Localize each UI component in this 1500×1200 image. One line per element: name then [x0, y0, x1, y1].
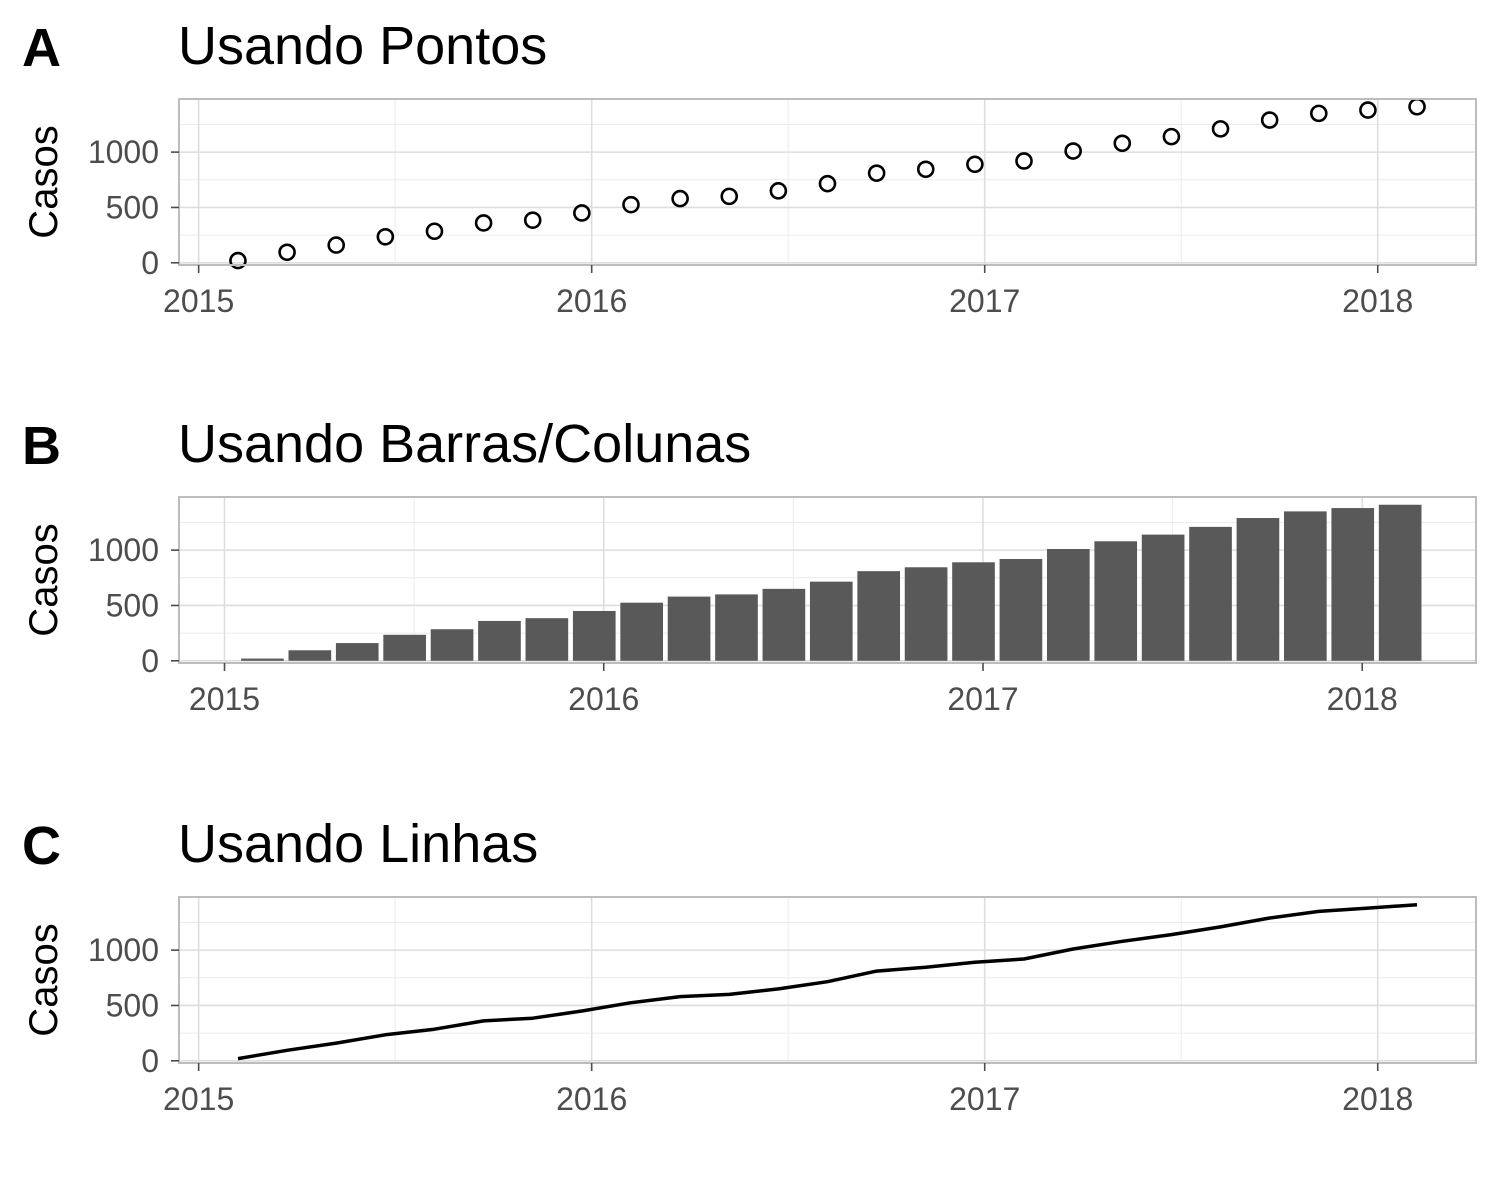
- chart-a: A Usando Pontos Casos 0 500 1000 2015 2016 20…: [22, 16, 1477, 319]
- data-point: [671, 189, 689, 208]
- bar: [241, 658, 284, 661]
- data-point: [327, 236, 346, 254]
- series-line: [237, 902, 1418, 1061]
- panel-tag: B: [22, 416, 61, 476]
- plot-area: 0 500 1000 2015 2016 2017 2018: [88, 97, 1477, 319]
- x-tick-label: 2016: [568, 681, 639, 717]
- y-tick-label: 0: [141, 1043, 159, 1079]
- bar: [1284, 511, 1327, 661]
- bar: [288, 650, 332, 661]
- data-point: [1113, 134, 1132, 153]
- panel-tag: C: [22, 816, 61, 876]
- data-point: [769, 182, 788, 200]
- bar: [667, 596, 711, 661]
- x-tick-label: 2015: [163, 1081, 234, 1117]
- bar: [620, 602, 664, 661]
- bar: [525, 618, 569, 661]
- y-axis-label: Casos: [22, 923, 66, 1036]
- data-point: [229, 251, 247, 270]
- y-tick-label: 500: [106, 987, 159, 1023]
- y-tick-label: 1000: [88, 532, 159, 568]
- data-point: [720, 187, 739, 206]
- bar: [952, 562, 995, 661]
- x-tick-label: 2015: [189, 681, 260, 717]
- plot-area: 0 500 1000 2015 2016 2017 2018: [88, 896, 1477, 1117]
- plot-frame: [178, 98, 1477, 266]
- data-point: [916, 160, 935, 179]
- bar: [1094, 541, 1138, 661]
- plot-frame: [178, 896, 1477, 1064]
- data-point: [1211, 120, 1230, 138]
- x-tick-label: 2018: [1342, 1081, 1413, 1117]
- chart-title: Usando Barras/Colunas: [178, 414, 751, 474]
- data-point: [966, 155, 984, 174]
- panel-b: B Usando Barras/Colunas Casos 0 500 1000 20…: [0, 398, 1500, 798]
- data-point: [867, 164, 886, 182]
- bar: [478, 620, 521, 661]
- bar: [904, 567, 948, 661]
- y-axis-label: Casos: [22, 125, 66, 238]
- bar: [1046, 549, 1090, 661]
- chart-title: Usando Pontos: [178, 16, 547, 76]
- chart-title: Usando Linhas: [178, 814, 538, 874]
- x-tick-label: 2017: [949, 1081, 1020, 1117]
- y-axis-label: Casos: [22, 523, 66, 636]
- chart-b: B Usando Barras/Colunas Casos 0 500 1000 20…: [22, 414, 1477, 717]
- data-point: [1359, 101, 1377, 119]
- y-tick-label: 500: [106, 587, 159, 623]
- bar: [335, 643, 379, 661]
- bar: [383, 634, 426, 661]
- y-tick-label: 1000: [88, 932, 159, 968]
- bar: [1331, 508, 1375, 661]
- bar: [809, 581, 853, 661]
- bar: [715, 594, 758, 661]
- x-tick-label: 2017: [949, 283, 1020, 319]
- panel-a: A Usando Pontos Casos 0 500 1000 2015 2016 20…: [0, 0, 1500, 400]
- data-point: [1260, 111, 1279, 129]
- chart-c: C Usando Linhas Casos 0 500 1000 2015 2016 20…: [22, 814, 1477, 1117]
- data-point: [573, 204, 591, 222]
- y-tick-label: 0: [141, 643, 159, 679]
- bar: [430, 629, 474, 661]
- bar: [857, 571, 901, 661]
- data-point: [474, 214, 493, 232]
- data-point: [818, 174, 837, 193]
- data-point: [1408, 97, 1426, 116]
- panel-tag: A: [22, 18, 61, 78]
- data-point: [1309, 104, 1328, 123]
- bar: [999, 558, 1043, 661]
- plot-frame: [178, 496, 1477, 664]
- bar: [762, 588, 806, 661]
- y-tick-label: 1000: [88, 134, 159, 170]
- data-point: [278, 243, 296, 262]
- data-point: [523, 211, 542, 229]
- data-point: [425, 222, 444, 241]
- bar: [1378, 504, 1422, 661]
- data-point: [1015, 152, 1033, 170]
- data-point: [376, 227, 395, 246]
- x-tick-label: 2017: [947, 681, 1018, 717]
- data-point: [1064, 142, 1082, 160]
- x-tick-label: 2016: [556, 283, 627, 319]
- x-tick-label: 2018: [1327, 681, 1398, 717]
- y-tick-label: 500: [106, 189, 159, 225]
- bar: [1189, 526, 1232, 661]
- data-point: [1162, 127, 1181, 146]
- bar: [572, 610, 616, 661]
- data-point: [622, 195, 640, 214]
- panel-c: C Usando Linhas Casos 0 500 1000 2015 2016 20…: [0, 798, 1500, 1198]
- x-tick-label: 2016: [556, 1081, 627, 1117]
- bar: [1141, 534, 1185, 661]
- x-tick-label: 2018: [1342, 283, 1413, 319]
- bar: [1236, 518, 1280, 661]
- y-tick-label: 0: [141, 245, 159, 281]
- x-tick-label: 2015: [163, 283, 234, 319]
- plot-area: 0 500 1000 2015 2016 2017 2018: [88, 496, 1477, 717]
